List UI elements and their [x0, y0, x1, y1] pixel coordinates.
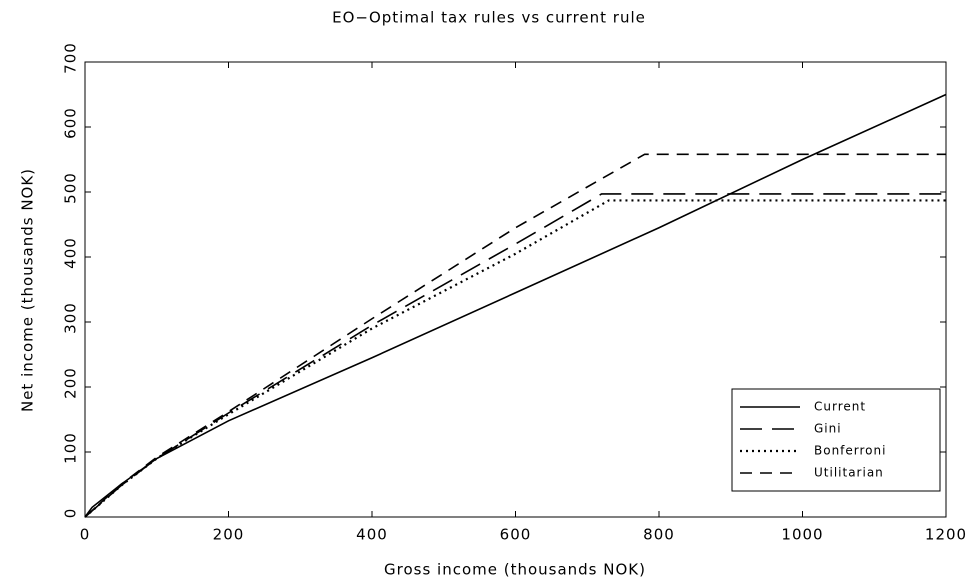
- legend-label: Bonferroni: [814, 444, 886, 458]
- x-tick-label: 200: [213, 526, 245, 544]
- y-tick-label: 300: [62, 302, 80, 334]
- x-tick-label: 0: [80, 526, 91, 544]
- legend-box: [731, 388, 941, 492]
- line-series: [84, 153, 946, 518]
- x-tick-label: 1000: [781, 526, 823, 544]
- y-tick-label: 500: [62, 172, 80, 204]
- x-tick-label: 400: [356, 526, 388, 544]
- x-axis-label: Gross income (thousands NOK): [384, 561, 646, 579]
- y-tick-label: 600: [62, 107, 80, 139]
- legend-label: Current: [814, 400, 866, 414]
- y-tick-label: 100: [62, 432, 80, 464]
- legend-label: Gini: [814, 422, 842, 436]
- y-tick-label: 700: [62, 42, 80, 74]
- chart-title: EO−Optimal tax rules vs current rule: [332, 9, 646, 27]
- x-tick-label: 600: [500, 526, 532, 544]
- y-tick-label: 400: [62, 237, 80, 269]
- legend-label: Utilitarian: [814, 466, 884, 480]
- y-tick-label: 200: [62, 367, 80, 399]
- y-axis-label: Net income (thousands NOK): [19, 168, 37, 412]
- line-series: [84, 193, 946, 518]
- line-series: [84, 199, 946, 518]
- y-tick-label: 0: [62, 508, 80, 519]
- x-tick-label: 1200: [925, 526, 967, 544]
- x-tick-label: 800: [643, 526, 675, 544]
